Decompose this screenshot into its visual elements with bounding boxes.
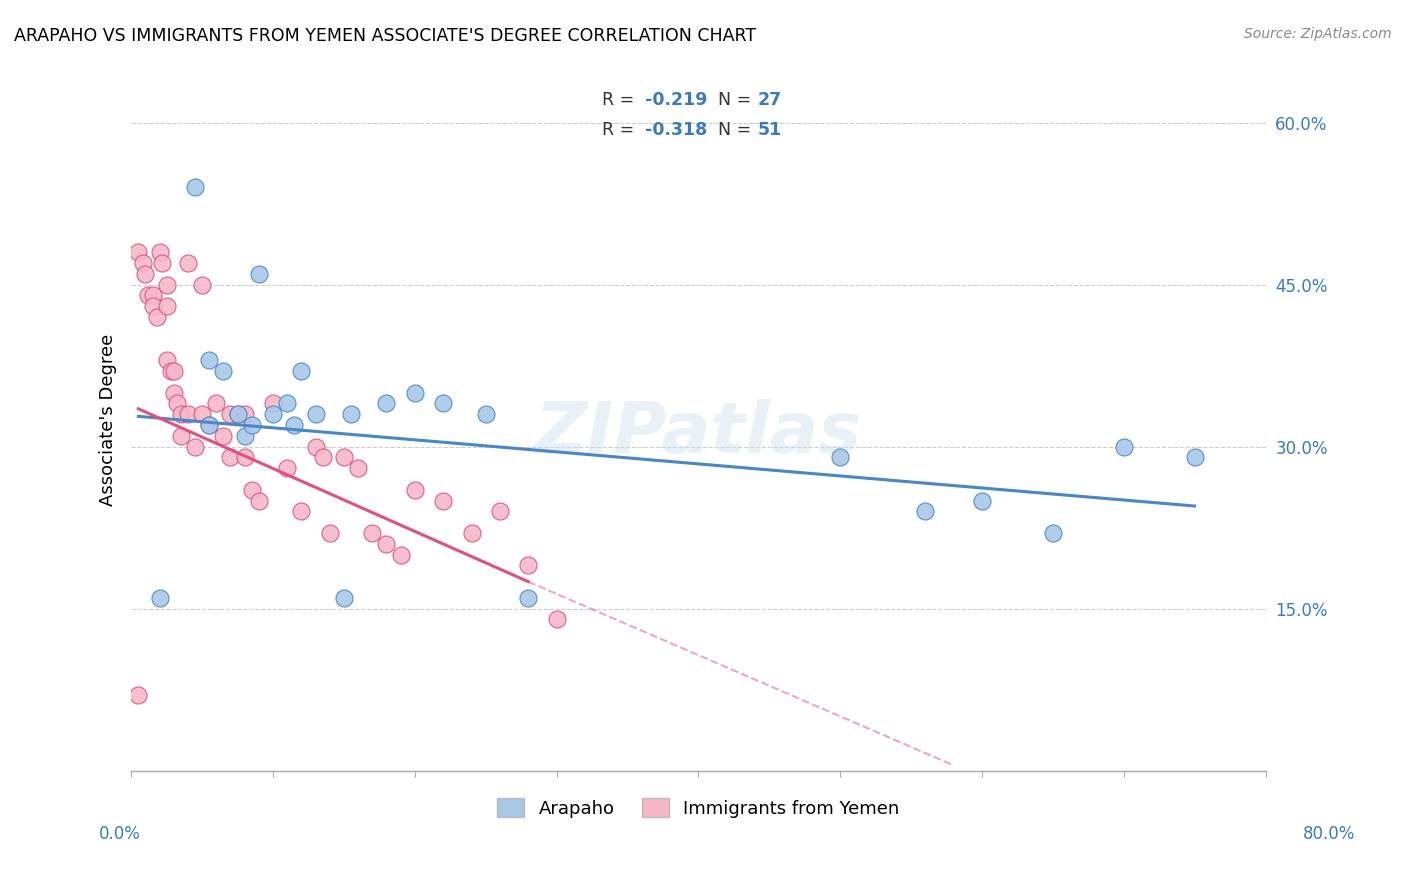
Point <box>127 245 149 260</box>
Point <box>219 407 242 421</box>
Point <box>226 407 249 421</box>
Point <box>517 558 540 573</box>
Point <box>389 548 412 562</box>
Point <box>375 537 398 551</box>
Point <box>149 591 172 605</box>
Point <box>191 407 214 421</box>
Point <box>240 483 263 497</box>
Point <box>283 417 305 432</box>
Point <box>311 450 333 465</box>
Point <box>212 429 235 443</box>
Point <box>156 277 179 292</box>
Point <box>262 407 284 421</box>
Point <box>131 256 153 270</box>
Point <box>489 504 512 518</box>
Point <box>319 526 342 541</box>
Point <box>219 450 242 465</box>
Point <box>304 440 326 454</box>
Point <box>149 245 172 260</box>
Point <box>262 396 284 410</box>
Point <box>404 385 426 400</box>
Point <box>141 299 163 313</box>
Point <box>240 417 263 432</box>
Text: R =: R = <box>602 121 640 139</box>
Point <box>474 407 496 421</box>
Point <box>247 493 270 508</box>
Point <box>152 256 174 270</box>
Point <box>404 483 426 497</box>
Point <box>517 591 540 605</box>
Point <box>1184 450 1206 465</box>
Point <box>198 417 221 432</box>
Point <box>198 353 221 368</box>
Text: Source: ZipAtlas.com: Source: ZipAtlas.com <box>1244 27 1392 41</box>
Text: N =: N = <box>707 91 758 109</box>
Point <box>233 407 256 421</box>
Point <box>361 526 384 541</box>
Point <box>191 277 214 292</box>
Point <box>212 364 235 378</box>
Point <box>166 396 188 410</box>
Point <box>1042 526 1064 541</box>
Point <box>290 364 312 378</box>
Text: 51: 51 <box>758 121 782 139</box>
Text: 27: 27 <box>758 91 782 109</box>
Point <box>914 504 936 518</box>
Point <box>156 353 179 368</box>
Point <box>163 364 186 378</box>
Point <box>233 450 256 465</box>
Text: 0.0%: 0.0% <box>98 825 141 843</box>
Point <box>333 591 356 605</box>
Point <box>276 396 298 410</box>
Point <box>205 396 228 410</box>
Point <box>136 288 159 302</box>
Text: ARAPAHO VS IMMIGRANTS FROM YEMEN ASSOCIATE'S DEGREE CORRELATION CHART: ARAPAHO VS IMMIGRANTS FROM YEMEN ASSOCIA… <box>14 27 756 45</box>
Text: R =: R = <box>602 91 640 109</box>
Point <box>184 440 207 454</box>
Point <box>134 267 156 281</box>
Point <box>432 396 454 410</box>
Point <box>1112 440 1135 454</box>
Point <box>304 407 326 421</box>
Point <box>184 180 207 194</box>
Point <box>247 267 270 281</box>
Point <box>177 407 200 421</box>
Point <box>156 299 179 313</box>
Point <box>141 288 163 302</box>
Point <box>290 504 312 518</box>
Point <box>127 688 149 702</box>
Point <box>170 407 193 421</box>
Point <box>226 407 249 421</box>
Text: N =: N = <box>707 121 758 139</box>
Point <box>233 429 256 443</box>
Point <box>170 429 193 443</box>
Point <box>432 493 454 508</box>
Point <box>970 493 993 508</box>
Point <box>163 385 186 400</box>
Point <box>340 407 363 421</box>
Text: ZIPatlas: ZIPatlas <box>534 399 862 468</box>
Point <box>375 396 398 410</box>
Point <box>347 461 370 475</box>
Point <box>830 450 852 465</box>
Point <box>160 364 183 378</box>
Point <box>460 526 482 541</box>
Point <box>276 461 298 475</box>
Point <box>333 450 356 465</box>
Point <box>546 612 568 626</box>
Text: -0.318: -0.318 <box>645 121 707 139</box>
Y-axis label: Associate's Degree: Associate's Degree <box>100 334 117 506</box>
Text: -0.219: -0.219 <box>645 91 707 109</box>
Point <box>198 417 221 432</box>
Point <box>146 310 169 324</box>
Point <box>177 256 200 270</box>
Text: 80.0%: 80.0% <box>1302 825 1355 843</box>
Legend: Arapaho, Immigrants from Yemen: Arapaho, Immigrants from Yemen <box>489 791 907 825</box>
